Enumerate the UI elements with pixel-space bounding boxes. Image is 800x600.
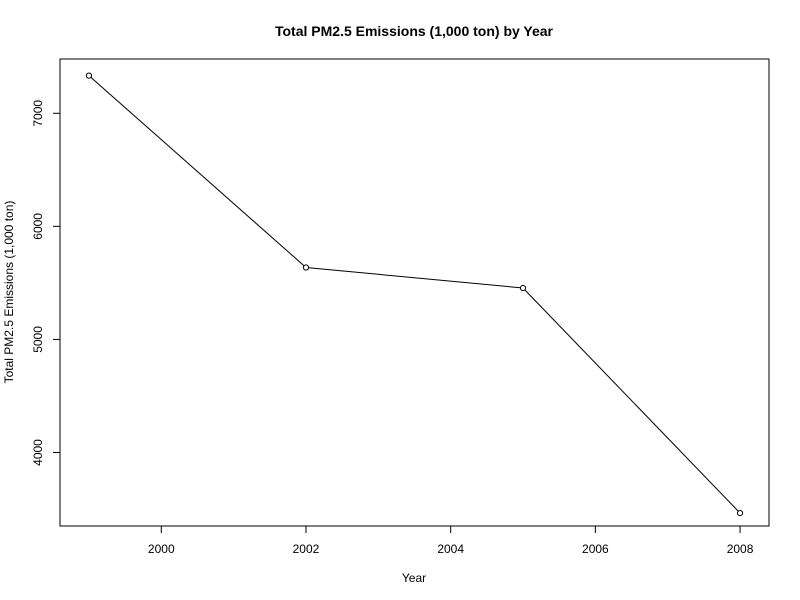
- x-tick-label: 2008: [727, 542, 754, 556]
- series-line: [88, 75, 741, 514]
- chart-title: Total PM2.5 Emissions (1,000 ton) by Yea…: [275, 23, 554, 39]
- x-tick-label: 2006: [582, 542, 609, 556]
- x-axis: 2000 2002 2004 2006 2008: [148, 525, 754, 556]
- data-point: [519, 284, 527, 292]
- data-point: [736, 509, 744, 517]
- y-tick-label: 7000: [31, 100, 45, 127]
- plot-area-frame: [59, 58, 770, 527]
- x-axis-label: Year: [402, 571, 426, 585]
- y-tick-label: 4000: [31, 439, 45, 466]
- data-point: [85, 72, 93, 79]
- x-tick-label: 2000: [148, 542, 175, 556]
- y-tick-label: 6000: [31, 213, 45, 240]
- y-axis: 4000 5000 6000 7000: [31, 100, 61, 466]
- x-tick-label: 2004: [437, 542, 464, 556]
- series-layer: [85, 72, 744, 517]
- data-point: [302, 264, 310, 271]
- y-axis-label: Total PM2.5 Emissions (1,000 ton): [2, 201, 16, 384]
- y-tick-label: 5000: [31, 326, 45, 353]
- x-tick-label: 2002: [293, 542, 320, 556]
